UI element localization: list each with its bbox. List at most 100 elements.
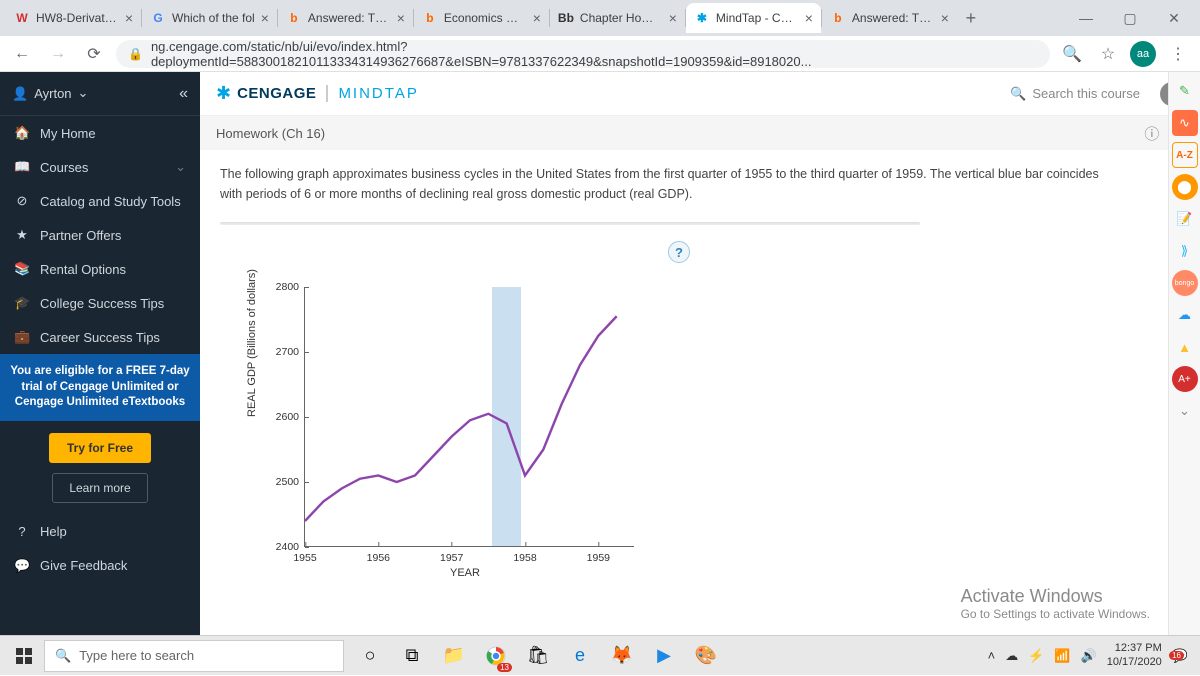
rail-chevron-down-icon[interactable]: ⌄	[1172, 398, 1198, 424]
close-tab-icon[interactable]: ×	[261, 10, 269, 26]
maximize-button[interactable]: ▢	[1110, 3, 1150, 33]
x-axis-label: YEAR	[450, 567, 480, 579]
logo-icon: ✱	[216, 83, 231, 104]
feedback-icon: 💬	[14, 558, 30, 574]
main-content: ✱ CENGAGE MINDTAP 🔍 Search this course ?…	[200, 72, 1200, 635]
close-tab-icon[interactable]: ×	[533, 10, 541, 26]
url-text: ng.cengage.com/static/nb/ui/evo/index.ht…	[151, 39, 1038, 69]
rail-drive-icon[interactable]: ▲	[1172, 334, 1198, 360]
bookmark-star-icon[interactable]: ☆	[1094, 40, 1122, 68]
forward-button[interactable]: →	[44, 40, 72, 68]
learn-more-button[interactable]: Learn more	[52, 473, 147, 503]
gdp-line	[305, 316, 617, 521]
question-text: The following graph approximates busines…	[220, 164, 1120, 204]
address-bar[interactable]: 🔒 ng.cengage.com/static/nb/ui/evo/index.…	[116, 40, 1050, 68]
start-button[interactable]	[4, 636, 44, 676]
search-icon: 🔍	[1010, 86, 1026, 102]
x-tick: 1957	[440, 546, 463, 564]
onedrive-icon[interactable]: ☁	[1005, 648, 1018, 664]
promo-banner: You are eligible for a FREE 7-day trial …	[0, 354, 200, 421]
sidebar-item[interactable]: ★Partner Offers	[0, 218, 200, 252]
notifications-icon[interactable]: 💬16	[1172, 648, 1188, 664]
user-icon: 👤	[12, 86, 28, 102]
explorer-icon[interactable]: 📁	[434, 636, 474, 676]
y-tick: 2600	[276, 411, 305, 423]
paint-icon[interactable]: 🎨	[686, 636, 726, 676]
browser-tab[interactable]: WHW8-Derivative×	[6, 3, 141, 33]
browser-tab[interactable]: bAnswered: The f×	[278, 3, 413, 33]
info-icon[interactable]: ⓘ	[1144, 123, 1159, 144]
browser-tab[interactable]: ✱MindTap - Ceng×	[686, 3, 821, 33]
chrome-icon[interactable]: 13	[476, 636, 516, 676]
lock-icon: 🔒	[128, 47, 143, 61]
taskbar-search[interactable]: 🔍 Type here to search	[44, 640, 344, 672]
divider	[220, 222, 920, 225]
rail-orange-icon[interactable]: ⬤	[1172, 174, 1198, 200]
collapse-sidebar-button[interactable]: «	[179, 85, 188, 103]
close-tab-icon[interactable]: ×	[805, 10, 813, 26]
close-tab-icon[interactable]: ×	[669, 10, 677, 26]
browser-tab[interactable]: bEconomics Que×	[414, 3, 549, 33]
sidebar-item-help[interactable]: ? Help	[0, 515, 200, 549]
cortana-icon[interactable]: ○	[350, 636, 390, 676]
close-tab-icon[interactable]: ×	[125, 10, 133, 26]
try-free-button[interactable]: Try for Free	[49, 433, 151, 463]
back-button[interactable]: ←	[8, 40, 36, 68]
search-icon[interactable]: 🔍	[1058, 40, 1086, 68]
help-icon: ?	[14, 524, 30, 539]
chevron-down-icon: ⌄	[175, 160, 186, 175]
sidebar-item[interactable]: 🎓College Success Tips	[0, 286, 200, 320]
sidebar-item[interactable]: 🏠My Home	[0, 116, 200, 150]
rail-cloud-icon[interactable]: ☁	[1172, 302, 1198, 328]
rail-note-icon[interactable]: 📝	[1172, 206, 1198, 232]
wifi-icon[interactable]: 📶	[1054, 648, 1070, 664]
new-tab-button[interactable]: +	[957, 4, 985, 32]
edge-icon[interactable]: e	[560, 636, 600, 676]
clock[interactable]: 12:37 PM 10/17/2020	[1107, 642, 1162, 668]
sidebar-item[interactable]: 📖Courses⌄	[0, 150, 200, 184]
browser-tab[interactable]: GWhich of the fol×	[142, 3, 277, 33]
menu-button[interactable]: ⋮	[1164, 40, 1192, 68]
right-tool-rail: ✎ ∿ A-Z ⬤ 📝 ⟫ bongo ☁ ▲ A+ ⌄	[1168, 72, 1200, 635]
reload-button[interactable]: ⟳	[80, 40, 108, 68]
close-tab-icon[interactable]: ×	[397, 10, 405, 26]
rail-aplus-icon[interactable]: A+	[1172, 366, 1198, 392]
store-icon[interactable]: 🛍	[518, 636, 558, 676]
browser-tab[interactable]: BbChapter Homew×	[550, 3, 685, 33]
browser-toolbar: ← → ⟳ 🔒 ng.cengage.com/static/nb/ui/evo/…	[0, 36, 1200, 72]
close-window-button[interactable]: ✕	[1154, 3, 1194, 33]
y-tick: 2500	[276, 476, 305, 488]
battery-icon[interactable]: ⚡	[1028, 648, 1044, 664]
rail-rss-icon[interactable]: ∿	[1172, 110, 1198, 136]
minimize-button[interactable]: —	[1066, 3, 1106, 33]
search-icon: 🔍	[55, 648, 71, 664]
x-tick: 1959	[587, 546, 610, 564]
sidebar-item[interactable]: ⊘Catalog and Study Tools	[0, 184, 200, 218]
activate-windows-watermark: Activate Windows Go to Settings to activ…	[961, 586, 1150, 621]
browser-tabbar: WHW8-Derivative×GWhich of the fol×bAnswe…	[0, 0, 1200, 36]
volume-icon[interactable]: 🔊	[1081, 648, 1097, 664]
task-view-icon[interactable]: ⧉	[392, 636, 432, 676]
search-course[interactable]: 🔍 Search this course	[1010, 86, 1140, 102]
sidebar-item[interactable]: 📚Rental Options	[0, 252, 200, 286]
user-menu[interactable]: 👤 Ayrton ⌄	[12, 86, 88, 102]
tray-chevron-icon[interactable]: ˄	[988, 648, 996, 663]
profile-avatar[interactable]: aa	[1130, 41, 1156, 67]
rail-az-icon[interactable]: A-Z	[1172, 142, 1198, 168]
brand-logo[interactable]: ✱ CENGAGE MINDTAP	[216, 83, 419, 104]
gdp-chart: ? REAL GDP (Billions of dollars) YEAR 24…	[240, 247, 700, 577]
firefox-icon[interactable]: 🦊	[602, 636, 642, 676]
sidebar-item[interactable]: 💼Career Success Tips	[0, 320, 200, 354]
app-icon[interactable]: ▶	[644, 636, 684, 676]
rail-edit-icon[interactable]: ✎	[1172, 78, 1198, 104]
rail-bongo-icon[interactable]: bongo	[1172, 270, 1198, 296]
y-tick: 2700	[276, 346, 305, 358]
browser-tab[interactable]: bAnswered: The f×	[822, 3, 957, 33]
window-controls: — ▢ ✕	[1066, 3, 1194, 33]
rail-wifi-icon[interactable]: ⟫	[1172, 238, 1198, 264]
sidebar-item-feedback[interactable]: 💬 Give Feedback	[0, 549, 200, 583]
breadcrumb: Homework (Ch 16) ⓘ ✕	[200, 116, 1200, 150]
x-tick: 1955	[293, 546, 316, 564]
chart-help-button[interactable]: ?	[668, 241, 690, 263]
close-tab-icon[interactable]: ×	[941, 10, 949, 26]
